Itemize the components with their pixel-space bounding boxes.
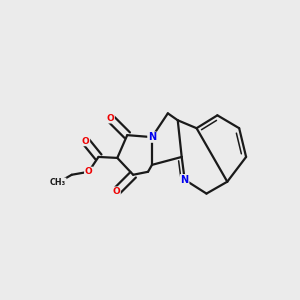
Text: O: O bbox=[112, 187, 120, 196]
Text: N: N bbox=[148, 132, 156, 142]
Text: O: O bbox=[106, 114, 114, 123]
Text: N: N bbox=[181, 175, 189, 185]
Text: O: O bbox=[82, 136, 89, 146]
Text: O: O bbox=[85, 167, 92, 176]
Text: CH₃: CH₃ bbox=[50, 178, 66, 187]
